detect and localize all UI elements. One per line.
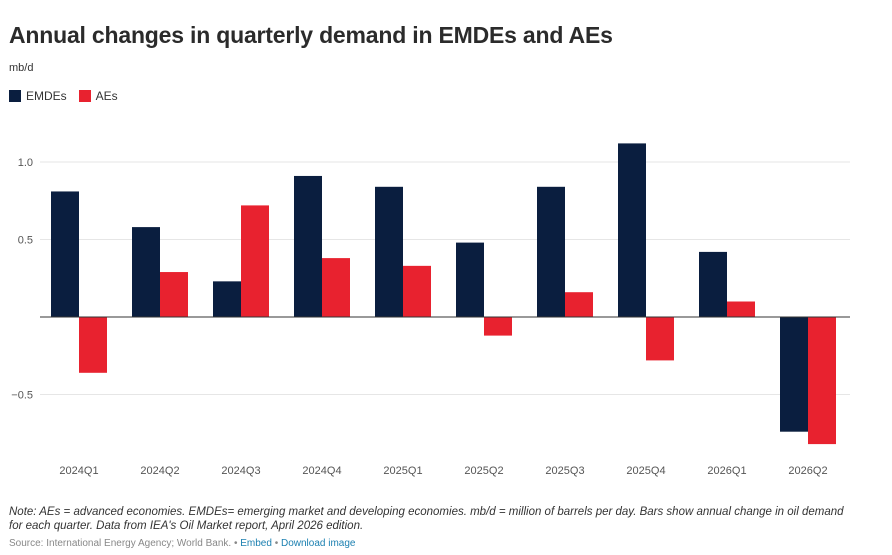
bar-aes-2024q1	[79, 317, 107, 373]
bar-emdes-2025q1	[375, 186, 403, 317]
legend-swatch-emdes	[9, 90, 21, 102]
bar-emdes-2026q1	[699, 251, 727, 317]
bar-aes-2025q3	[565, 292, 593, 317]
bar-aes-2025q4	[646, 317, 674, 361]
x-tick-label: 2025Q2	[464, 465, 503, 477]
x-tick-label: 2026Q1	[707, 465, 746, 477]
x-tick-label: 2024Q1	[59, 465, 98, 477]
x-tick-label: 2025Q1	[383, 465, 422, 477]
bar-emdes-2024q4	[294, 175, 322, 317]
bar-emdes-2024q2	[132, 227, 160, 317]
bar-aes-2026q2	[808, 317, 836, 445]
bar-aes-2024q4	[322, 258, 350, 317]
embed-link[interactable]: Embed	[240, 538, 272, 549]
bar-emdes-2025q4	[618, 143, 646, 317]
source-line: Source: International Energy Agency; Wor…	[9, 538, 355, 549]
x-tick-label: 2025Q3	[545, 465, 584, 477]
bar-chart: −0.5 0.5 1.0 2024Q1 2024Q2 2024Q3 2024Q4 2025Q1…	[11, 143, 850, 477]
bar-aes-2024q2	[160, 272, 188, 317]
y-tick-label: 0.5	[18, 235, 33, 247]
chart-note: Note: AEs = advanced economies. EMDEs= e…	[9, 506, 844, 532]
bar-emdes-2025q3	[537, 186, 565, 317]
x-tick-label: 2025Q4	[626, 465, 665, 477]
chart-title: Annual changes in quarterly demand in EM…	[9, 22, 613, 48]
bar-aes-2026q1	[727, 301, 755, 317]
legend-label-emdes: EMDEs	[26, 89, 67, 103]
bar-emdes-2025q2	[456, 242, 484, 317]
bar-emdes-2024q3	[213, 281, 241, 317]
x-tick-label: 2024Q4	[302, 465, 341, 477]
bar-emdes-2024q1	[51, 191, 79, 317]
x-tick-label: 2024Q3	[221, 465, 260, 477]
separator-bullet: •	[271, 538, 281, 549]
legend-label-aes: AEs	[95, 89, 118, 103]
separator-bullet: •	[231, 538, 241, 549]
bar-emdes-2026q2	[780, 317, 808, 432]
legend-swatch-aes	[78, 90, 91, 102]
unit-label: mb/d	[9, 62, 34, 74]
bar-aes-2025q1	[403, 265, 431, 317]
bar-aes-2025q2	[484, 317, 512, 336]
bar-aes-2024q3	[241, 205, 269, 317]
legend-item-aes[interactable]: AEs	[78, 89, 118, 103]
source-text: Source: International Energy Agency; Wor…	[9, 538, 232, 549]
legend: EMDEs AEs	[9, 89, 130, 103]
y-tick-label: −0.5	[11, 390, 33, 402]
y-tick-label: 1.0	[18, 157, 33, 169]
x-tick-label: 2026Q2	[788, 465, 827, 477]
legend-item-emdes[interactable]: EMDEs	[9, 89, 67, 103]
x-tick-label: 2024Q2	[140, 465, 179, 477]
download-image-link[interactable]: Download image	[280, 538, 356, 549]
